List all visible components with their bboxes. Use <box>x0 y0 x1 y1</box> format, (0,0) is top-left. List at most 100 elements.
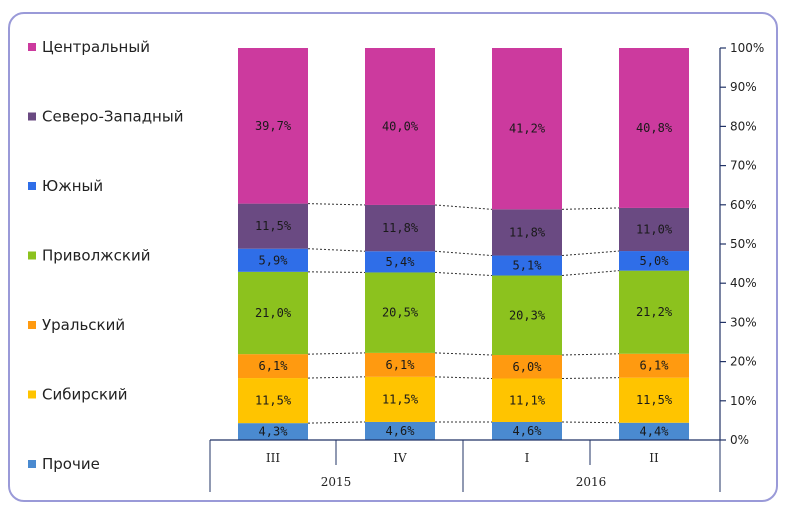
x-tick-label: IV <box>393 451 407 465</box>
data-label: 21,2% <box>636 305 673 319</box>
bar-segment <box>492 421 562 440</box>
data-label: 11,5% <box>255 394 292 408</box>
bar-segment <box>619 270 689 354</box>
legend-item: Центральный <box>28 38 150 56</box>
legend-label: Уральский <box>42 316 125 334</box>
x-tick-label: III <box>266 451 280 465</box>
data-label: 6,1% <box>386 358 416 372</box>
data-label: 11,5% <box>382 392 419 406</box>
data-label: 11,1% <box>509 393 546 407</box>
y-tick-label: 40% <box>730 276 757 290</box>
data-label: 6,1% <box>640 359 670 373</box>
data-label: 39,7% <box>255 119 292 133</box>
bar-segment <box>492 355 562 379</box>
data-label: 6,1% <box>259 359 289 373</box>
legend-swatch <box>28 112 36 121</box>
legend-label: Северо-Западный <box>42 108 183 126</box>
y-axis: 0% 10% 20% 30% 40% 50% 60% 70% 80% 90% 100% <box>719 41 764 447</box>
series-line <box>561 207 620 210</box>
legend-item: Северо-Западный <box>28 108 183 126</box>
legend-label: Приволжский <box>42 247 150 265</box>
bar-segment <box>619 251 689 271</box>
series-line <box>307 271 366 273</box>
legend-swatch <box>28 182 36 190</box>
bar-segment <box>492 209 562 256</box>
data-label: 4,4% <box>640 424 670 438</box>
series-line <box>434 376 493 380</box>
x-tick-label: II <box>649 451 659 465</box>
series-line <box>307 248 366 252</box>
series-line <box>307 203 366 206</box>
data-label: 5,1% <box>513 259 543 273</box>
y-tick-label: 20% <box>730 355 757 369</box>
data-label: 20,5% <box>382 306 419 320</box>
series-line <box>307 421 366 424</box>
bar-segment <box>238 248 308 272</box>
legend-label: Сибирский <box>42 386 128 404</box>
y-tick-label: 70% <box>730 159 757 173</box>
bar-segment <box>238 354 308 379</box>
y-tick-label: 30% <box>730 315 757 329</box>
data-label: 4,6% <box>513 424 543 438</box>
data-label: 4,3% <box>259 425 289 439</box>
bars: 4,3% 11,5% 6,1% 21,0% 5,9% 11,5% 39,7% 4,6% 11,5… <box>238 48 689 440</box>
data-label: 5,0% <box>640 254 670 268</box>
data-label: 20,3% <box>509 308 546 322</box>
x-tick-label: I <box>525 451 530 465</box>
data-label: 11,5% <box>636 393 673 407</box>
x-group-label: 2015 <box>321 475 352 489</box>
legend-swatch <box>28 251 36 260</box>
bar-segment <box>365 251 435 273</box>
data-label: 11,8% <box>509 225 546 239</box>
legend-item: Уральский <box>28 316 125 334</box>
bar-segment <box>619 353 689 378</box>
bar-segment <box>238 203 308 249</box>
data-label: 21,0% <box>255 306 292 320</box>
series-line <box>561 270 620 277</box>
series-line <box>434 204 493 210</box>
legend-label: Прочие <box>42 455 100 473</box>
bar-segment <box>492 48 562 210</box>
bar-segment <box>492 275 562 356</box>
bar-segment <box>365 204 435 252</box>
series-line <box>307 376 366 379</box>
series-line <box>561 353 620 356</box>
series-line <box>434 352 493 356</box>
legend-swatch <box>28 321 36 329</box>
chart-frame <box>8 12 778 502</box>
bar-II: 4,4% 11,5% 6,1% 21,2% 5,0% 11,0% 40,8% <box>619 48 689 440</box>
legend-swatch <box>28 43 36 51</box>
y-tick-label: 80% <box>730 119 757 133</box>
legend-item: Сибирский <box>28 386 128 404</box>
y-tick-label: 0% <box>730 433 749 447</box>
bar-III: 4,3% 11,5% 6,1% 21,0% 5,9% 11,5% 39,7% <box>238 48 308 440</box>
series-connector-lines <box>307 203 620 424</box>
legend-swatch <box>28 460 36 468</box>
series-line <box>307 352 366 355</box>
data-label: 11,5% <box>255 219 292 233</box>
bar-segment <box>238 378 308 424</box>
bar-segment <box>238 48 308 204</box>
y-tick-label: 60% <box>730 198 757 212</box>
bar-segment <box>365 272 435 353</box>
legend-item: Приволжский <box>28 247 150 265</box>
bar-IV: 4,6% 11,5% 6,1% 20,5% 5,4% 11,8% 40,0% <box>365 48 435 440</box>
bar-segment <box>619 377 689 423</box>
series-line <box>561 421 620 424</box>
x-group-label: 2016 <box>576 475 607 489</box>
series-line <box>434 250 493 257</box>
data-label: 5,9% <box>259 253 289 267</box>
legend: Центральный Северо-Западный Южный Приволжск… <box>28 38 183 473</box>
bar-segment <box>238 423 308 440</box>
data-label: 4,6% <box>386 424 416 438</box>
bar-segment <box>365 48 435 205</box>
bar-segment <box>365 352 435 377</box>
bar-segment <box>365 421 435 440</box>
bar-segment <box>619 207 689 252</box>
data-label: 11,0% <box>636 222 673 236</box>
legend-item: Прочие <box>28 455 100 473</box>
bar-segment <box>492 378 562 422</box>
data-label: 11,8% <box>382 221 419 235</box>
